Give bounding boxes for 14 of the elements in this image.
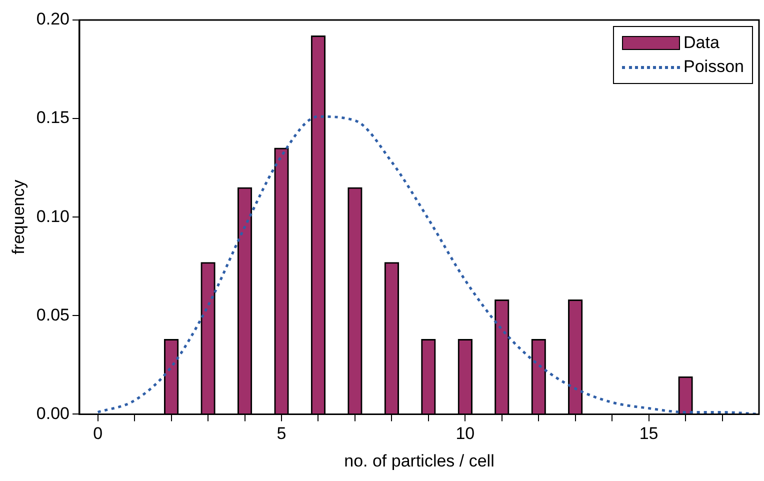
y-tick-label: 0.05	[36, 305, 70, 324]
x-tick-label: 5	[276, 424, 286, 444]
legend-label: Data	[684, 33, 720, 53]
y-axis-title: frequency	[8, 179, 28, 254]
y-tick-label: 0.00	[36, 404, 70, 423]
y-tick-label: 0.10	[36, 206, 70, 226]
x-tick-label: 15	[639, 424, 658, 444]
y-tick-label: 0.15	[36, 108, 70, 128]
legend-label: Poisson	[684, 57, 744, 77]
x-tick-label: 0	[93, 424, 103, 444]
x-axis-title: no. of particles / cell	[344, 451, 494, 470]
line-series	[96, 115, 759, 414]
y-tick-label: 0.20	[36, 10, 70, 29]
x-tick-label: 10	[456, 424, 475, 444]
